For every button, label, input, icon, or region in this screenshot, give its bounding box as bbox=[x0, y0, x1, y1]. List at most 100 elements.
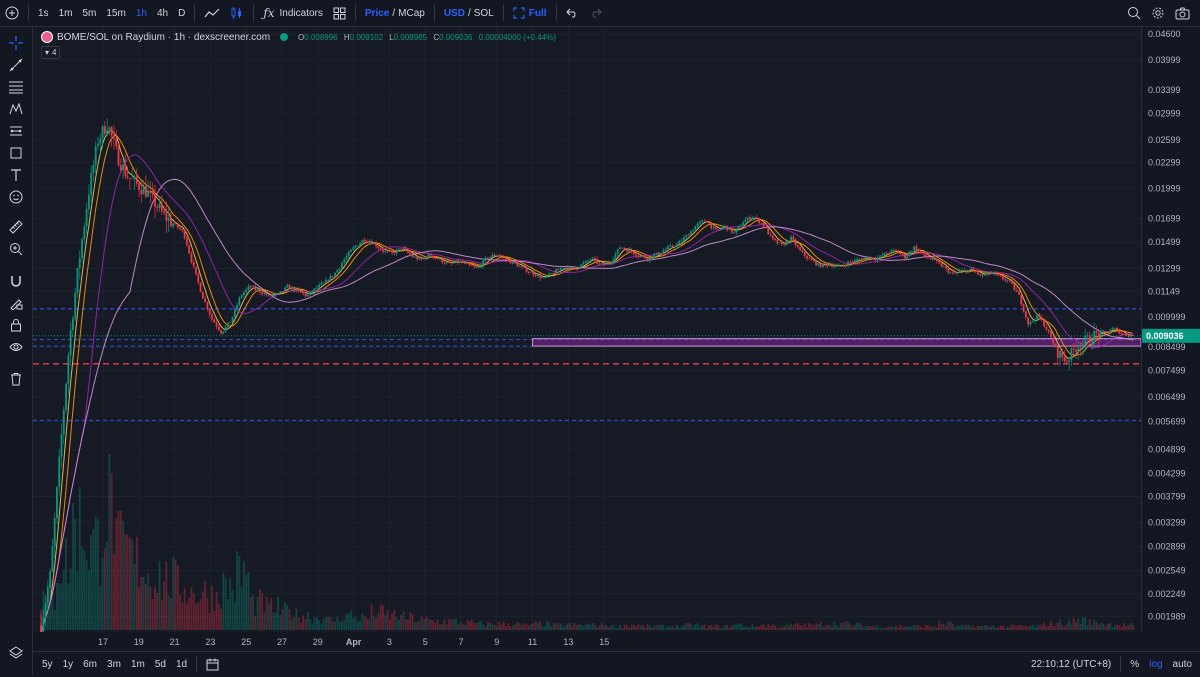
undo-button[interactable] bbox=[561, 0, 584, 26]
volume-bar bbox=[457, 623, 460, 630]
candle-body bbox=[236, 304, 238, 310]
volume-bar bbox=[710, 625, 713, 630]
candle-body bbox=[849, 261, 852, 263]
magnet-tool[interactable] bbox=[6, 271, 26, 291]
interval-1m[interactable]: 1m bbox=[58, 7, 73, 19]
candle-body bbox=[1127, 335, 1130, 337]
candle-body bbox=[990, 273, 993, 274]
price-tick-label: 0.009999 bbox=[1148, 312, 1186, 322]
range-5y[interactable]: 5y bbox=[42, 658, 53, 670]
interval-5m[interactable]: 5m bbox=[82, 7, 97, 19]
volume-bar bbox=[409, 612, 412, 630]
range-1m[interactable]: 1m bbox=[130, 658, 145, 670]
auto-scale-toggle[interactable]: auto bbox=[1172, 658, 1192, 670]
zoom-tool[interactable] bbox=[6, 239, 26, 259]
candle-body bbox=[192, 261, 195, 267]
go-to-date-button[interactable] bbox=[201, 651, 224, 677]
candle-body bbox=[398, 248, 400, 250]
candle-body bbox=[377, 246, 380, 249]
volume-bar bbox=[979, 625, 982, 630]
volume-bar bbox=[885, 627, 888, 630]
price-mcap-toggle[interactable]: Price / MCap bbox=[360, 0, 430, 26]
trend-line-tool[interactable] bbox=[6, 55, 26, 75]
range-3m[interactable]: 3m bbox=[107, 658, 121, 670]
candle-chart-type-button[interactable] bbox=[225, 0, 249, 26]
volume-bar bbox=[664, 628, 667, 630]
volume-bar bbox=[724, 624, 726, 630]
screenshot-button[interactable] bbox=[1170, 0, 1200, 26]
redo-button[interactable] bbox=[584, 0, 607, 26]
settings-button[interactable] bbox=[1146, 0, 1170, 26]
volume-bar bbox=[961, 624, 963, 630]
pattern-tool[interactable] bbox=[6, 99, 26, 119]
quick-search-button[interactable] bbox=[1122, 0, 1146, 26]
volume-bar bbox=[436, 619, 439, 630]
usd-sol-toggle[interactable]: USD / SOL bbox=[439, 0, 499, 26]
fullscreen-button[interactable]: Full bbox=[508, 0, 552, 26]
log-scale-toggle[interactable]: log bbox=[1149, 658, 1163, 670]
interval-15m[interactable]: 15m bbox=[106, 7, 126, 19]
volume-bar bbox=[548, 622, 551, 630]
candle-body bbox=[965, 270, 968, 273]
volume-bar bbox=[806, 627, 808, 630]
measure-tool[interactable] bbox=[6, 217, 26, 237]
price-chart[interactable] bbox=[33, 27, 1141, 632]
add-symbol-button[interactable] bbox=[0, 0, 24, 26]
line-chart-type-button[interactable] bbox=[199, 0, 225, 26]
chart-pane[interactable]: BOME/SOL on Raydium · 1h · dexscreener.c… bbox=[33, 27, 1141, 632]
undo-icon bbox=[565, 8, 575, 18]
interval-1h[interactable]: 1h bbox=[135, 7, 147, 19]
layouts-button[interactable] bbox=[328, 0, 351, 26]
fib-tool[interactable] bbox=[6, 77, 26, 97]
hide-drawings-tool[interactable] bbox=[6, 337, 26, 357]
volume-bar bbox=[605, 625, 608, 630]
text-tool[interactable] bbox=[6, 165, 26, 185]
moving-average-line bbox=[40, 135, 1134, 632]
candle-body bbox=[265, 293, 268, 296]
object-tree-tool[interactable] bbox=[6, 643, 26, 663]
percent-scale-toggle[interactable]: % bbox=[1130, 658, 1140, 670]
visibility-dot-icon[interactable] bbox=[280, 33, 289, 41]
candle-body bbox=[482, 260, 485, 267]
shapes-tool[interactable] bbox=[6, 143, 26, 163]
candle-body bbox=[122, 164, 124, 171]
range-6m[interactable]: 6m bbox=[83, 658, 98, 670]
price-scale[interactable]: 0.04600 0.03999 0.03399 0.02999 0.02599 0.022… bbox=[1141, 27, 1200, 632]
candle-body bbox=[279, 291, 282, 294]
range-5d[interactable]: 5d bbox=[154, 658, 166, 670]
candle-body bbox=[281, 291, 284, 292]
volume-bar bbox=[1004, 627, 1007, 630]
interval-d[interactable]: D bbox=[178, 7, 186, 19]
stay-in-drawing-tool[interactable] bbox=[6, 293, 26, 313]
candle-body bbox=[548, 273, 551, 277]
candle-body bbox=[587, 260, 590, 262]
candle-body bbox=[831, 264, 833, 267]
range-1d[interactable]: 1d bbox=[175, 658, 188, 670]
interval-1s[interactable]: 1s bbox=[38, 7, 49, 19]
lock-drawings-tool[interactable] bbox=[6, 315, 26, 335]
prediction-tool[interactable] bbox=[6, 121, 26, 141]
candle-body bbox=[325, 279, 327, 283]
candle-body bbox=[222, 331, 225, 334]
icons-tool[interactable] bbox=[6, 187, 26, 207]
remove-drawings-tool[interactable] bbox=[6, 369, 26, 389]
candle-body bbox=[806, 255, 808, 259]
indicators-button[interactable]: ƒx Indicators bbox=[258, 0, 328, 26]
candle-body bbox=[220, 330, 223, 334]
candle-body bbox=[819, 263, 822, 268]
candle-body bbox=[108, 127, 111, 130]
crosshair-tool[interactable] bbox=[6, 33, 26, 53]
candle-body bbox=[427, 254, 430, 259]
volume-bar bbox=[842, 622, 845, 630]
indicator-toggle[interactable]: ▾ 4 bbox=[41, 46, 61, 59]
candle-body bbox=[507, 260, 510, 261]
candle-body bbox=[163, 210, 166, 213]
time-axis[interactable]: 17 19 21 23 25 27 29 Apr 3 5 7 9 11 13 15 bbox=[33, 632, 1141, 651]
clock[interactable]: 22:10:12 (UTC+8) bbox=[1030, 658, 1112, 670]
volume-bar bbox=[213, 611, 216, 630]
interval-4h[interactable]: 4h bbox=[156, 7, 169, 19]
volume-bar bbox=[753, 626, 756, 630]
candle-body bbox=[710, 223, 713, 229]
range-1y[interactable]: 1y bbox=[62, 658, 74, 670]
volume-bar bbox=[901, 627, 904, 630]
